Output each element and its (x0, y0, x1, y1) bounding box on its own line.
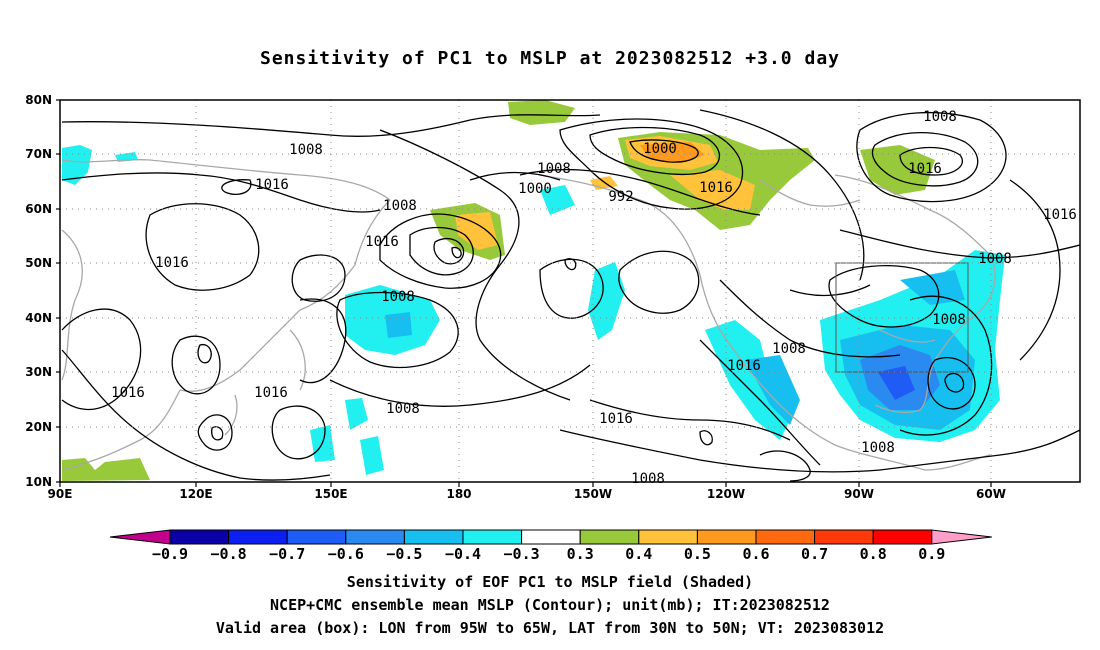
shaded-negative-regions (62, 145, 1005, 475)
contour-label: 992 (608, 189, 633, 205)
lon-label: 150E (314, 487, 347, 501)
colorbar-swatch (814, 529, 874, 545)
colorbar-label: −0.6 (328, 545, 364, 563)
contour-label: 1008 (932, 312, 966, 328)
lon-label: 60W (976, 487, 1006, 501)
lon-label: 120W (707, 487, 745, 501)
colorbar-swatch (696, 529, 757, 545)
colorbar-swatch (403, 529, 464, 545)
colorbar-swatch (755, 529, 816, 545)
colorbar-label: 0.6 (742, 545, 769, 563)
colorbar-low-triangle (109, 529, 171, 545)
lat-label: 60N (25, 202, 52, 216)
lon-label: 180 (446, 487, 471, 501)
contour-label: 1008 (289, 142, 323, 158)
lat-label: 10N (25, 475, 52, 489)
colorbar-swatch (872, 529, 933, 545)
colorbar-label: 0.9 (918, 545, 945, 563)
contour-label: 1008 (923, 109, 957, 125)
colorbar-label: 0.8 (860, 545, 887, 563)
colorbar-label: 0.4 (625, 545, 652, 563)
contour-label: 1016 (908, 161, 942, 177)
colorbar-label: −0.7 (269, 545, 305, 563)
longitude-axis: 90E 120E 150E 180 150W 120W 90W 60W (48, 482, 1006, 501)
lat-label: 70N (25, 147, 52, 161)
lon-label: 150W (574, 487, 612, 501)
colorbar-label: −0.9 (152, 545, 188, 563)
chart-title: Sensitivity of PC1 to MSLP at 2023082512… (259, 48, 840, 69)
contour-label: 1008 (631, 471, 665, 487)
colorbar-swatch (579, 529, 640, 545)
lon-label: 120E (179, 487, 212, 501)
colorbar-swatch (228, 529, 288, 545)
colorbar-swatch (638, 529, 698, 545)
lat-label: 80N (25, 93, 52, 107)
lat-label: 30N (25, 365, 52, 379)
contour-label: 1000 (643, 141, 677, 157)
coastlines (61, 158, 996, 471)
contour-label: 1016 (727, 358, 761, 374)
contour-label: 1008 (381, 289, 415, 305)
lon-label: 90W (844, 487, 874, 501)
latitude-axis: 80N 70N 60N 50N 40N 30N 20N 10N (25, 93, 60, 489)
contour-labels: 1008 1016 1016 1008 1016 1008 1016 1016 1008 1000… (111, 109, 1077, 487)
colorbar-label: −0.4 (445, 545, 481, 563)
valid-area-box (835, 262, 969, 373)
lat-label: 40N (25, 311, 52, 325)
colorbar-high-triangle (931, 529, 992, 545)
caption-line-3: Valid area (box): LON from 95W to 65W, L… (215, 619, 885, 637)
caption-line-1: Sensitivity of EOF PC1 to MSLP field (Sh… (346, 573, 754, 591)
contour-label: 1016 (254, 385, 288, 401)
contour-label: 1016 (699, 180, 733, 196)
grid-lines (60, 100, 1080, 482)
colorbar-label: −0.3 (504, 545, 540, 563)
colorbar-swatch (345, 529, 405, 545)
lon-label: 90E (48, 487, 73, 501)
caption-line-2: NCEP+CMC ensemble mean MSLP (Contour); u… (270, 596, 830, 614)
contour-label: 1008 (383, 198, 417, 214)
contour-label: 1000 (518, 181, 552, 197)
contour-label: 1016 (599, 411, 633, 427)
colorbar-label: 0.5 (684, 545, 711, 563)
colorbar-swatch (521, 529, 581, 545)
contour-label: 1016 (111, 385, 145, 401)
contour-label: 1008 (861, 440, 895, 456)
contour-label: 1008 (537, 161, 571, 177)
map-frame (59, 99, 1081, 483)
colorbar-label: 0.3 (567, 545, 594, 563)
colorbar-label: −0.5 (386, 545, 422, 563)
lat-label: 50N (25, 256, 52, 270)
colorbar: −0.9 −0.8 −0.7 −0.6 −0.5 −0.4 −0.3 0.3 0.4 0.5 0.6… (109, 529, 992, 563)
colorbar-label: −0.8 (211, 545, 247, 563)
colorbar-swatch (169, 529, 230, 545)
contour-label: 1016 (155, 255, 189, 271)
contour-label: 1008 (978, 251, 1012, 267)
colorbar-swatch (286, 529, 347, 545)
colorbar-label: 0.7 (801, 545, 828, 563)
contour-label: 1008 (772, 341, 806, 357)
contour-label: 1016 (1043, 207, 1077, 223)
contour-label: 1016 (365, 234, 399, 250)
lat-label: 20N (25, 420, 52, 434)
contour-label: 1008 (386, 401, 420, 417)
mslp-contours (61, 109, 1081, 482)
colorbar-swatch (462, 529, 523, 545)
contour-label: 1016 (255, 177, 289, 193)
